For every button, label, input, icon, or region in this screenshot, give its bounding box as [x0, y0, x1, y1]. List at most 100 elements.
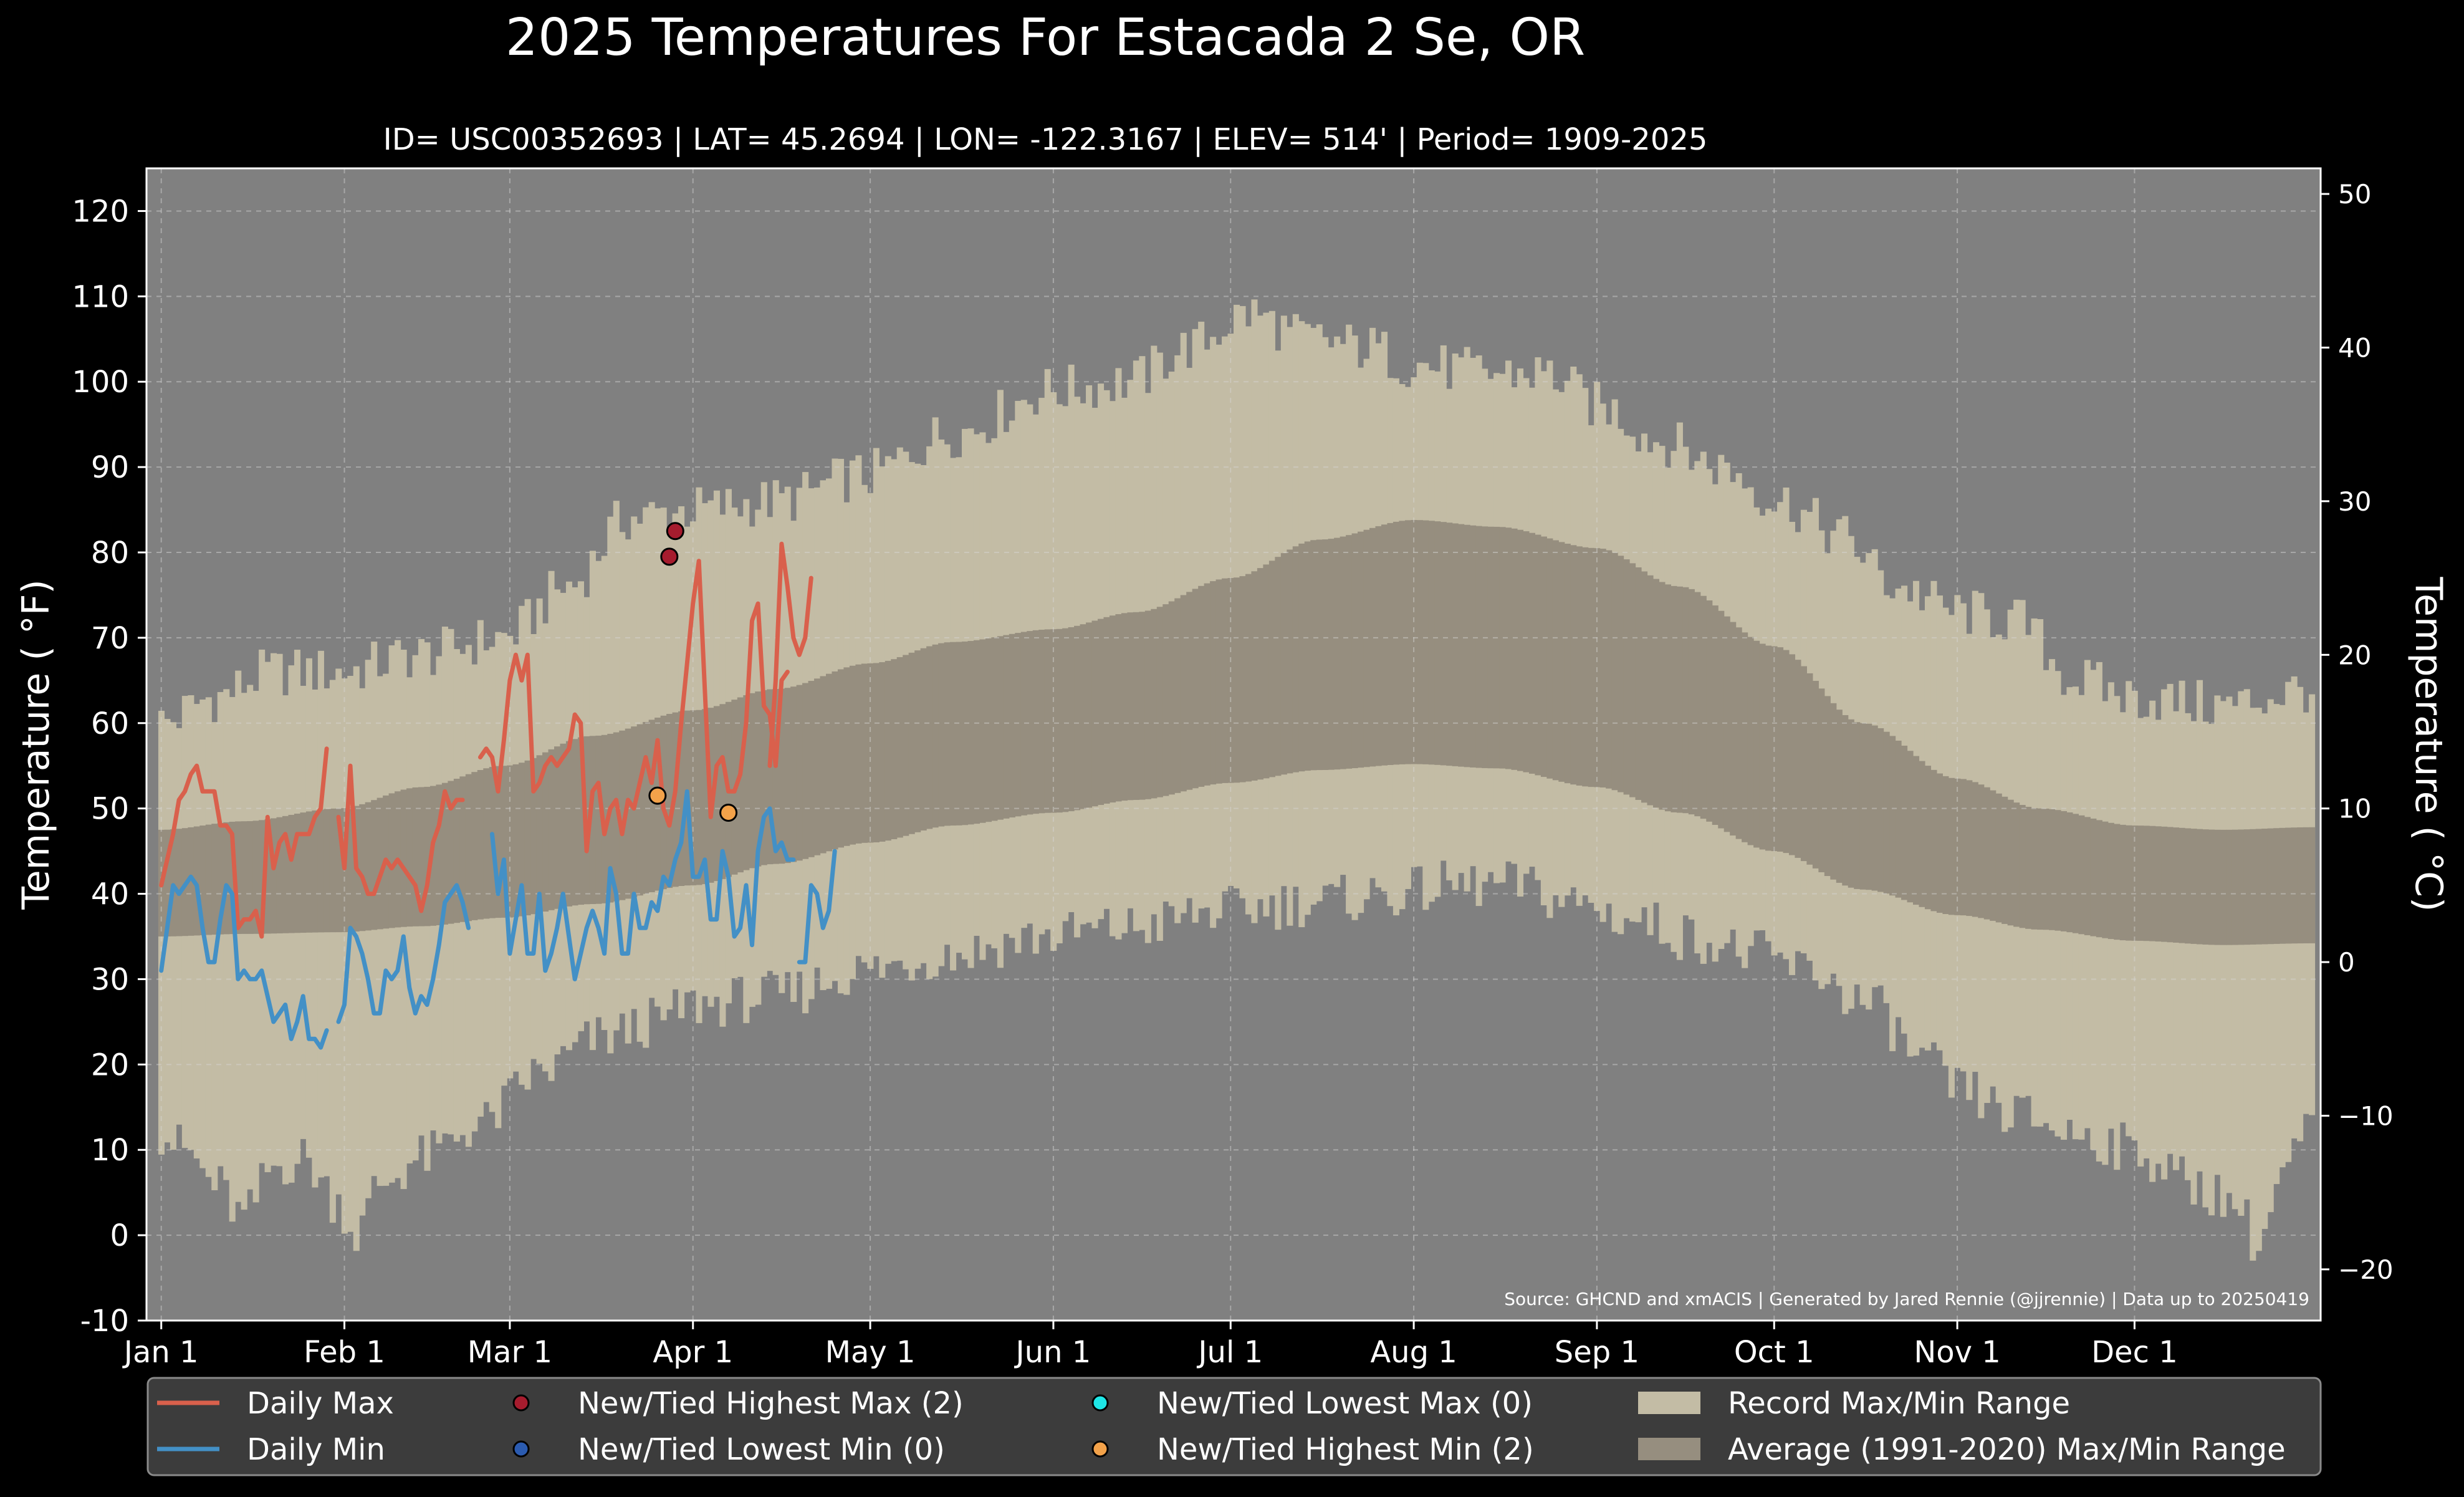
normal-range-bar [1588, 547, 1594, 787]
normal-range-bar [1458, 524, 1465, 767]
normal-range-bar [1913, 756, 1920, 905]
record-range-bar [282, 695, 289, 1185]
normal-range-bar [979, 639, 986, 823]
normal-range-bar [2096, 820, 2102, 938]
normal-range-bar [2037, 808, 2044, 930]
normal-range-bar [1570, 545, 1577, 785]
normal-range-bar [837, 669, 845, 848]
record-range-bar [252, 691, 259, 1203]
normal-range-bar [2255, 829, 2262, 945]
record-range-bar [2220, 701, 2227, 1217]
normal-range-bar [1859, 723, 1866, 890]
normal-range-bar [1375, 526, 1382, 766]
normal-range-bar [867, 663, 874, 843]
normal-range-bar [1422, 520, 1429, 764]
normal-range-bar [1523, 531, 1530, 773]
legend-swatch-new-tied-highest-min-2 [1091, 1440, 1109, 1458]
normal-range-bar [453, 778, 460, 923]
normal-range-bar [2119, 824, 2126, 941]
normal-range-bar [1275, 557, 1282, 776]
legend-label-new-tied-highest-min-2: New/Tied Highest Min (2) [1157, 1432, 1534, 1467]
normal-range-bar [1942, 776, 1949, 915]
normal-range-bar [1747, 637, 1754, 845]
record-range-bar [324, 688, 330, 1177]
normal-range-bar [767, 689, 774, 865]
normal-range-bar [1830, 703, 1837, 880]
normal-range-bar [1812, 681, 1819, 869]
normal-range-bar [2167, 827, 2174, 943]
normal-range-bar [412, 787, 419, 927]
normal-range-bar [1032, 630, 1039, 814]
normal-range-bar [589, 736, 596, 904]
normal-range-bar [1310, 540, 1317, 771]
normal-range-bar [1062, 628, 1069, 812]
record-range-bar [2190, 721, 2197, 1205]
y-tick-label-right: 50 [2338, 179, 2371, 209]
normal-range-bar [826, 673, 833, 852]
normal-range-bar [317, 809, 324, 933]
normal-range-bar [1009, 633, 1015, 818]
normal-range-bar [2232, 829, 2238, 945]
normal-range-bar [1889, 736, 1896, 896]
normal-range-bar [985, 638, 992, 822]
normal-range-bar [755, 691, 762, 867]
y-tick-label-left: 30 [91, 962, 129, 997]
normal-range-bar [1777, 647, 1784, 852]
normal-range-bar [956, 642, 962, 826]
normal-range-bar [1546, 538, 1553, 779]
y-tick-label-left: 0 [110, 1218, 129, 1253]
legend-swatch-record-max-min-range [1638, 1392, 1700, 1414]
normal-range-bar [542, 752, 549, 912]
normal-range-bar [595, 735, 602, 904]
record-range-bar [223, 689, 230, 1180]
record-range-bar [2208, 724, 2215, 1216]
normal-range-bar [1930, 769, 1937, 912]
normal-range-bar [643, 721, 650, 894]
plot-area: Source: GHCND and xmACIS | Generated by … [145, 167, 2322, 1322]
normal-range-bar [784, 688, 791, 864]
x-axis: Jan 1 Feb 1 Mar 1 Apr 1 May 1 Jun 1 Jul 1 Aug 1… [122, 1321, 2178, 1370]
normal-range-bar [2049, 809, 2056, 930]
normal-range-bar [536, 755, 543, 913]
normal-range-bar [264, 819, 271, 934]
normal-range-bar [560, 743, 567, 908]
record-range-bar [353, 666, 360, 1251]
normal-range-bar [1576, 546, 1583, 786]
daily-max-line [478, 559, 790, 854]
normal-range-bar [1765, 645, 1772, 851]
normal-range-bar [2131, 826, 2138, 941]
normal-range-bar [329, 808, 336, 933]
normal-range-bar [873, 663, 880, 843]
x-tick-label: Jan 1 [122, 1335, 199, 1370]
normal-range-bar [802, 683, 809, 859]
record-range-bar [2273, 704, 2280, 1185]
chart-title: 2025 Temperatures For Estacada 2 Se, OR [506, 8, 1585, 67]
normal-range-bar [371, 800, 378, 930]
normal-range-bar [1712, 605, 1719, 825]
normal-range-bar [376, 797, 383, 930]
normal-range-bar [973, 640, 980, 824]
legend: Daily Max New/Tied Highest Max (2) New/Tie… [146, 1377, 2322, 1476]
normal-range-bar [1871, 725, 1878, 891]
legend-label-daily-max: Daily Max [247, 1386, 394, 1421]
y-tick-label-right: 0 [2338, 947, 2355, 978]
normal-range-bar [1304, 541, 1311, 771]
new-tied-highest-max-marker [660, 547, 679, 566]
normal-range-bar [247, 821, 254, 934]
normal-range-bar [1198, 585, 1205, 787]
normal-range-bar [2072, 814, 2079, 933]
normal-range-bar [790, 686, 797, 862]
normal-range-bar [1234, 577, 1240, 783]
daily-max-line [336, 763, 465, 913]
normal-range-bar [1854, 722, 1861, 889]
daily-max-line [159, 746, 329, 939]
legend-swatch-new-tied-lowest-max-0 [1091, 1394, 1109, 1412]
normal-range-bar [483, 768, 490, 919]
normal-range-bar [519, 763, 525, 917]
normal-range-bar [1936, 773, 1943, 913]
normal-range-bar [749, 693, 755, 869]
normal-range-bar [477, 770, 484, 920]
normal-range-bar [719, 704, 726, 879]
normal-range-bar [2179, 827, 2185, 943]
normal-range-bar [2013, 802, 2020, 927]
